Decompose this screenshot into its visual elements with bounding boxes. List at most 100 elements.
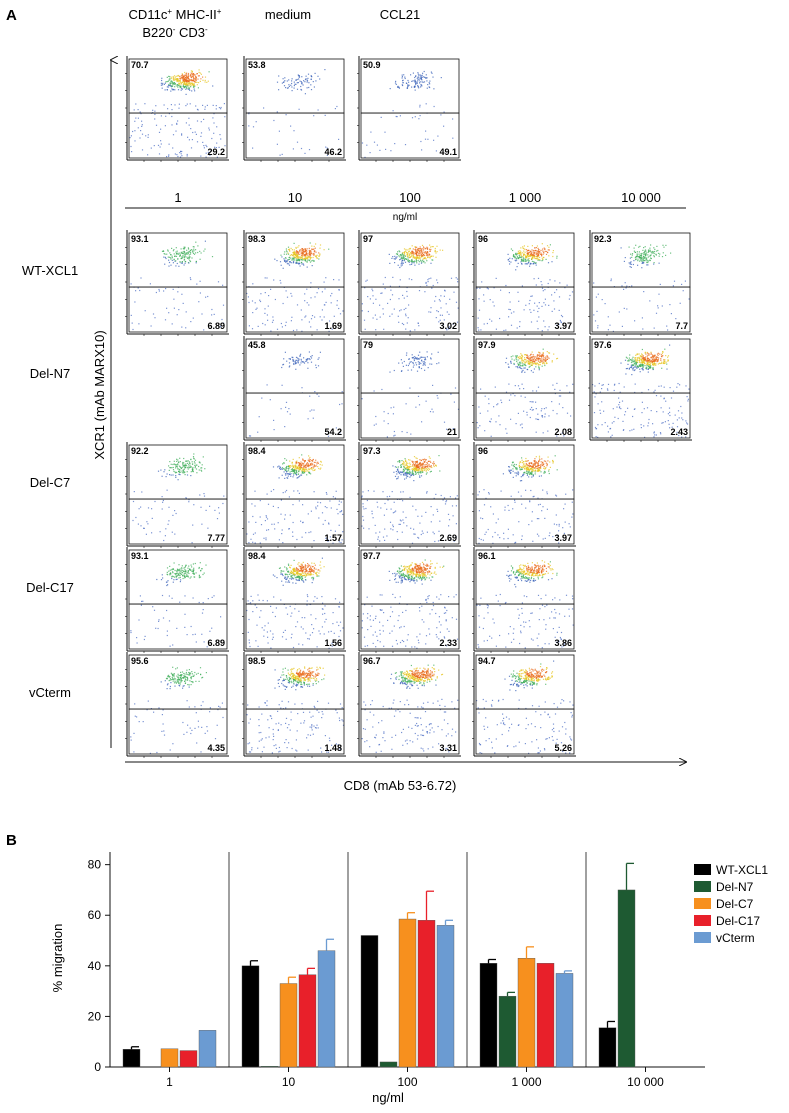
event-dot [529,309,531,311]
event-dot [175,130,177,132]
event-dot [413,469,415,471]
event-dot [393,258,395,260]
event-dot [172,76,174,78]
event-dot [334,530,336,532]
event-dot [180,153,182,155]
event-dot [304,254,306,257]
event-dot [637,366,639,368]
event-dot [176,465,178,467]
event-dot [420,260,422,262]
event-dot [513,359,515,361]
event-dot [272,319,274,321]
event-dot [314,72,316,74]
flow-plot: 963.97 [472,442,576,548]
event-dot [340,501,342,503]
event-dot [655,434,657,436]
event-dot [418,471,420,473]
event-dot [543,460,545,462]
event-dot [181,87,183,89]
event-dot [169,461,171,463]
event-dot [656,353,659,355]
event-dot [560,321,562,324]
event-dot [479,287,481,289]
event-dot [411,254,413,256]
event-dot [614,416,616,418]
event-dot [287,470,289,472]
event-dot [449,496,451,498]
event-dot [377,506,379,508]
event-dot [308,249,310,251]
event-dot [179,461,181,463]
event-dot [315,508,317,510]
event-dot [161,79,163,82]
event-dot [377,538,379,540]
event-dot [186,82,188,84]
event-dot [571,516,573,518]
event-dot [163,256,165,258]
event-dot [399,266,401,269]
event-dot [666,363,668,365]
event-dot [533,355,535,357]
event-dot [524,258,526,260]
event-dot [625,373,627,375]
event-dot [176,75,178,77]
event-dot [540,249,542,251]
event-dot [427,465,429,467]
event-dot [191,71,193,73]
event-dot [419,250,421,252]
event-dot [184,71,186,74]
event-dot [408,304,410,306]
event-dot [645,356,647,358]
event-dot [532,254,534,256]
event-dot [534,257,536,260]
event-dot [308,531,310,534]
event-dot [669,427,671,429]
event-dot [286,477,288,479]
event-dot [386,508,388,510]
event-dot [542,253,544,255]
event-dot [300,468,302,470]
event-dot [186,465,188,467]
event-dot [169,84,171,87]
event-dot [648,360,650,362]
event-dot [455,505,457,507]
event-dot [301,454,303,456]
event-dot [413,528,415,530]
event-dot [647,354,649,356]
event-dot [682,419,684,421]
event-dot [177,79,179,81]
event-dot [314,255,317,258]
event-dot [338,307,340,310]
event-dot [419,106,421,108]
event-dot [302,255,304,257]
event-dot [429,468,431,470]
event-dot [164,89,166,91]
event-dot [170,76,172,78]
event-dot [416,256,418,258]
event-dot [294,472,296,475]
event-dot [409,473,411,475]
event-dot [640,255,642,257]
event-dot [417,469,420,471]
event-dot [425,473,427,475]
event-dot [642,367,644,369]
flow-plot: 93.16.89 [125,230,229,336]
event-dot [412,257,414,259]
event-dot [301,248,303,250]
event-dot [629,266,631,268]
event-dot [527,473,529,475]
event-dot [404,474,406,476]
event-dot [645,368,648,370]
event-dot [363,319,366,321]
event-dot [523,363,525,365]
event-dot [647,361,650,363]
event-dot [184,471,186,473]
event-dot [176,471,178,473]
event-dot [299,257,301,259]
event-dot [545,258,547,260]
event-dot [443,421,446,423]
event-dot [620,247,622,249]
event-dot [412,473,414,475]
event-dot [413,261,415,263]
event-dot [437,135,439,137]
